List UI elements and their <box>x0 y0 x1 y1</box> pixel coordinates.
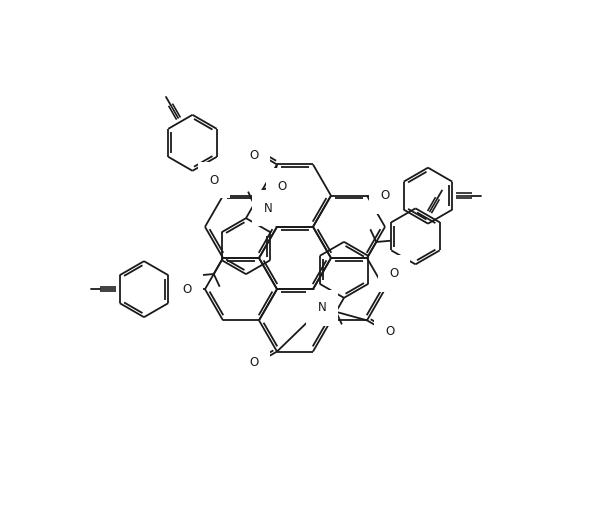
Text: O: O <box>380 189 389 202</box>
Text: O: O <box>182 282 191 296</box>
Text: N: N <box>264 202 272 214</box>
Text: O: O <box>389 267 399 280</box>
Text: N: N <box>318 302 326 314</box>
Text: O: O <box>209 173 219 187</box>
Text: O: O <box>249 356 259 369</box>
Text: O: O <box>249 149 259 162</box>
Text: O: O <box>385 325 395 338</box>
Text: O: O <box>278 180 287 193</box>
